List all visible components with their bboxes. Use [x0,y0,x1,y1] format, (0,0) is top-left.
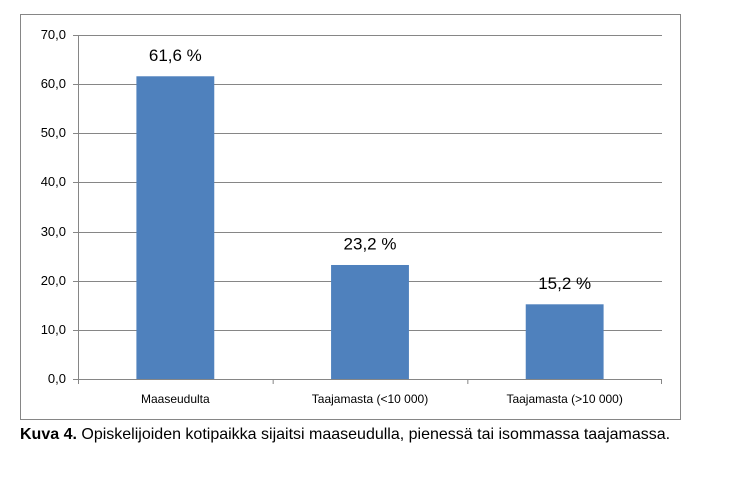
y-tick-label: 40,0 [41,174,66,189]
bar [331,264,409,379]
caption: Kuva 4. Opiskelijoiden kotipaikka sijait… [20,424,720,446]
y-tick-label: 30,0 [41,224,66,239]
value-label: 61,6 % [149,46,202,65]
value-label: 23,2 % [344,234,397,253]
x-tick-label: Taajamasta (<10 000) [312,392,428,406]
y-tick-label: 0,0 [48,371,66,386]
caption-label: Kuva 4. [20,426,77,443]
y-tick-label: 50,0 [41,125,66,140]
caption-text: Opiskelijoiden kotipaikka sijaitsi maase… [81,426,671,443]
y-tick-label: 70,0 [41,27,66,42]
x-tick-label: Taajamasta (>10 000) [506,392,622,406]
chart: 0,0 10,0 20,0 30,0 40,0 50,0 60,0 70,0 Maaseudul… [20,14,681,420]
y-tick-label: 20,0 [41,273,66,288]
bar [525,304,604,379]
y-tick-label: 10,0 [41,322,66,337]
value-label: 15,2 % [538,274,591,293]
y-tick-label: 60,0 [41,76,66,91]
bar [136,76,215,379]
x-tick-label: Maaseudulta [141,392,210,406]
